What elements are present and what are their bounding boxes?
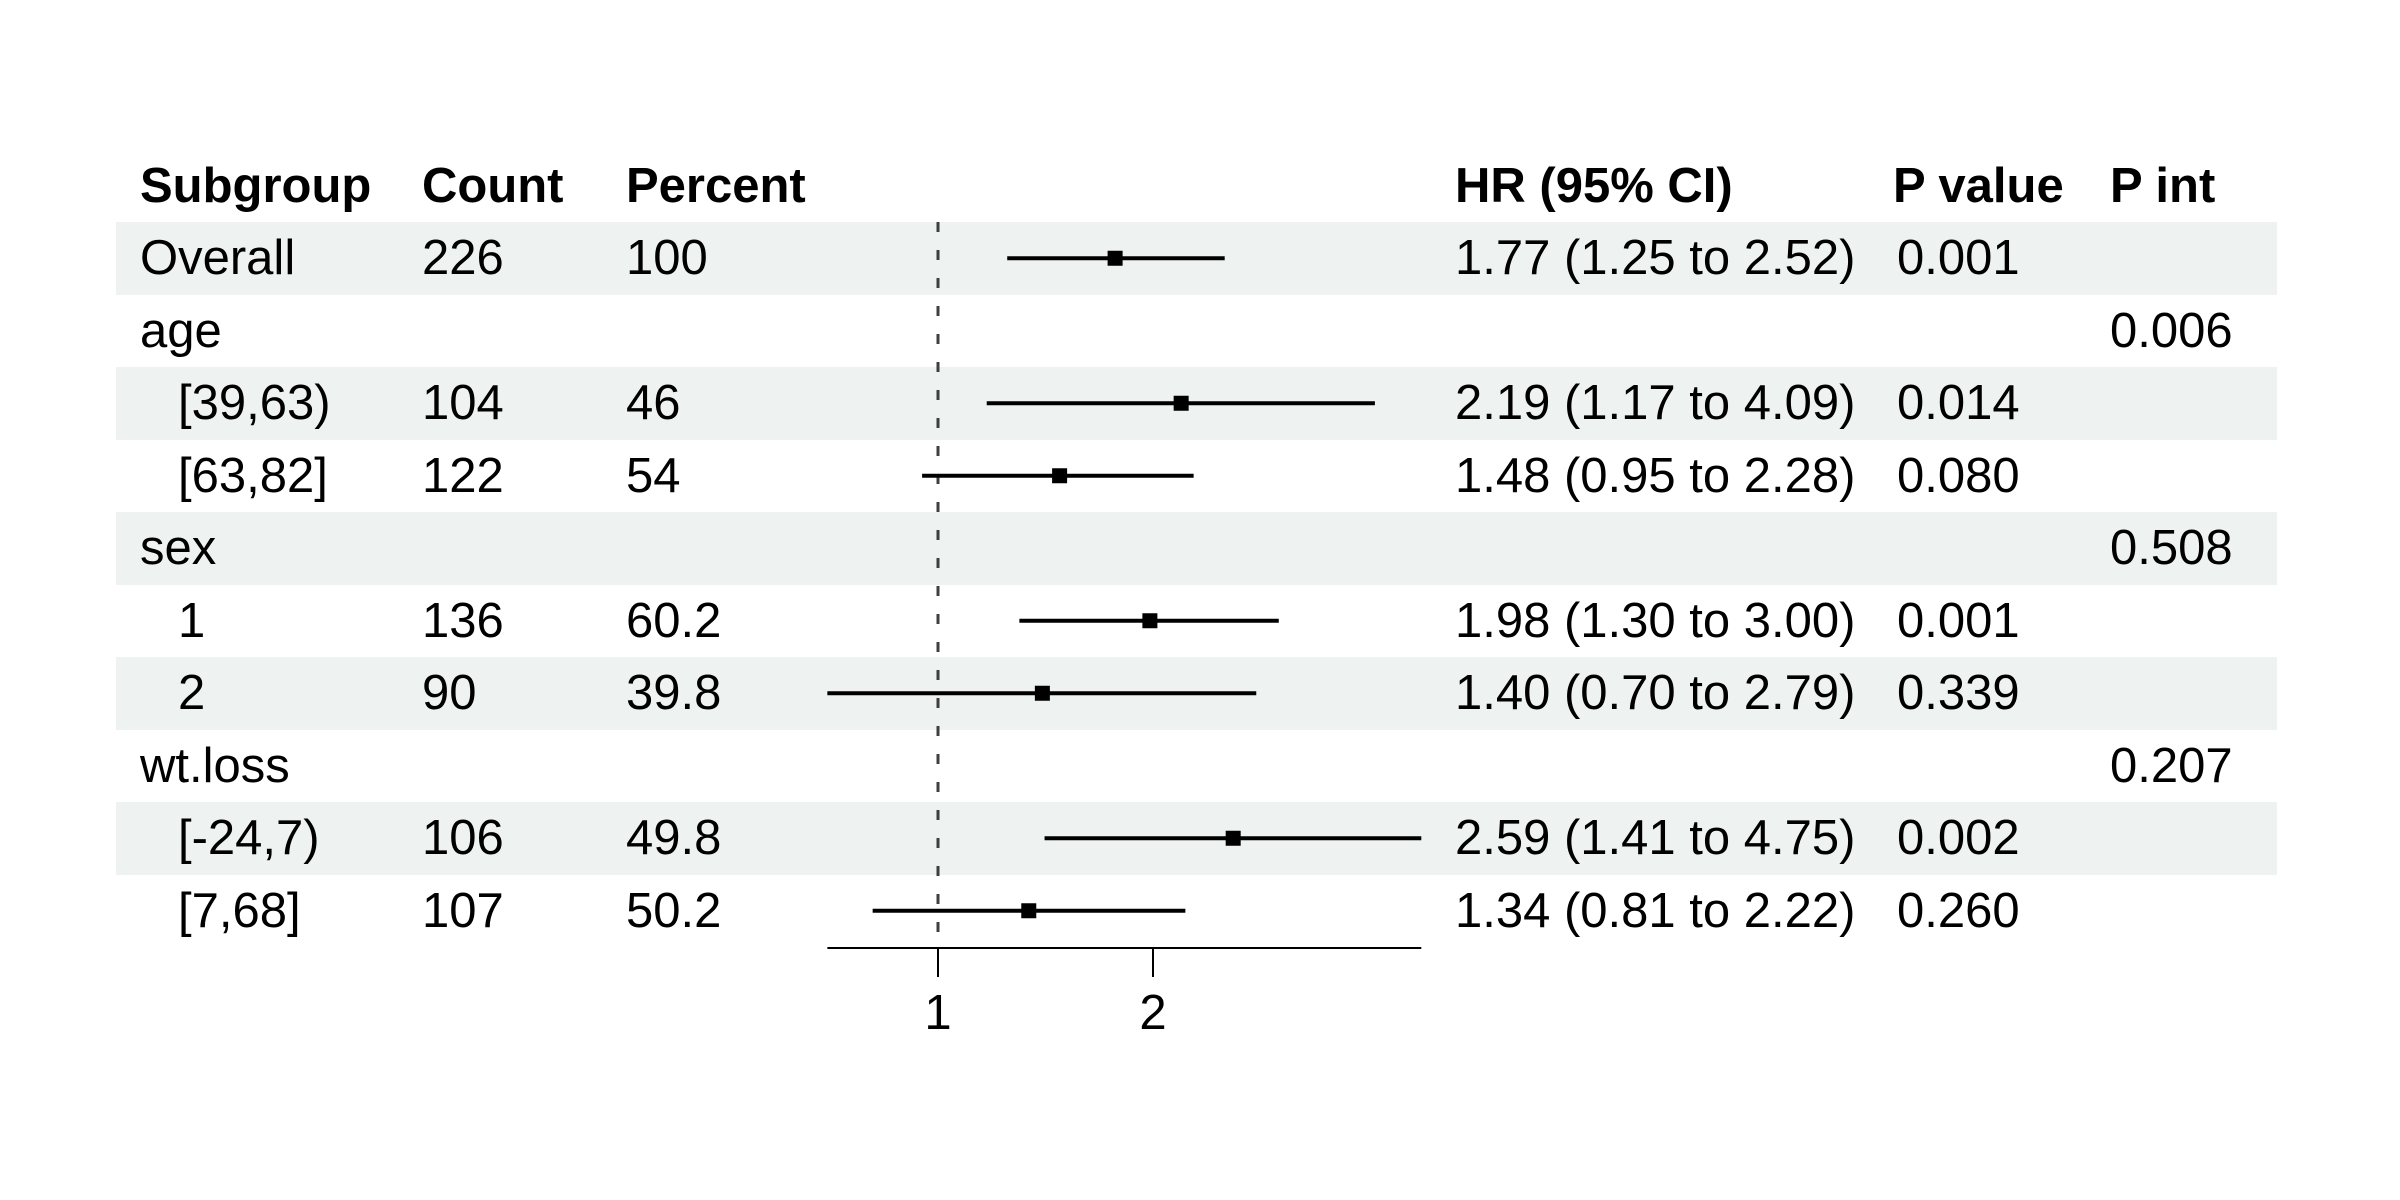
row-hr-ci-text: 1.77 (1.25 to 2.52) <box>1455 231 1856 286</box>
point-estimate-marker <box>1052 468 1068 484</box>
row-count-value: 90 <box>422 666 477 721</box>
row-count-value: 226 <box>422 231 504 286</box>
row-subgroup-label: Overall <box>140 231 296 286</box>
row-p-value: 0.014 <box>1897 376 2020 431</box>
row-subgroup-label: [63,82] <box>178 448 328 503</box>
column-header-subgroup: Subgroup <box>140 159 372 213</box>
column-header-p-int: P int <box>2110 159 2216 213</box>
table-row: [63,82] 122 54 1.48 (0.95 to 2.28) 0.080 <box>0 440 2400 513</box>
row-percent-value: 49.8 <box>626 811 722 866</box>
row-p-int-value: 0.508 <box>2110 521 2233 576</box>
row-p-value: 0.080 <box>1897 448 2020 503</box>
row-percent-value: 54 <box>626 448 681 503</box>
column-header-hr-ci: HR (95% CI) <box>1455 159 1733 213</box>
row-subgroup-label: 2 <box>178 666 206 721</box>
row-hr-ci-text: 2.59 (1.41 to 4.75) <box>1455 811 1856 866</box>
row-p-value: 0.002 <box>1897 811 2020 866</box>
row-count-value: 122 <box>422 448 504 503</box>
row-subgroup-label: sex <box>140 521 217 576</box>
table-row: wt.loss 0.207 <box>0 730 2400 803</box>
table-row: age 0.006 <box>0 295 2400 368</box>
row-hr-ci-text: 2.19 (1.17 to 4.09) <box>1455 376 1856 431</box>
row-p-value: 0.260 <box>1897 883 2020 938</box>
point-estimate-marker <box>1107 250 1123 266</box>
row-p-value: 0.001 <box>1897 231 2020 286</box>
column-header-percent: Percent <box>626 159 806 213</box>
row-p-int-value: 0.006 <box>2110 303 2233 358</box>
row-count-value: 136 <box>422 593 504 648</box>
row-subgroup-label: [7,68] <box>178 883 301 938</box>
point-estimate-marker <box>1173 395 1189 411</box>
axis-tick-label: 1 <box>924 986 952 1040</box>
point-estimate-marker <box>1225 830 1241 846</box>
row-hr-ci-text: 1.98 (1.30 to 3.00) <box>1455 593 1856 648</box>
row-p-int-value: 0.207 <box>2110 738 2233 793</box>
row-hr-ci-text: 1.34 (0.81 to 2.22) <box>1455 883 1856 938</box>
row-percent-value: 100 <box>626 231 708 286</box>
row-p-value: 0.339 <box>1897 666 2020 721</box>
row-hr-ci-text: 1.48 (0.95 to 2.28) <box>1455 448 1856 503</box>
table-header-row: Subgroup Count Percent HR (95% CI) P val… <box>0 150 2400 222</box>
row-subgroup-label: [-24,7) <box>178 811 320 866</box>
row-p-value: 0.001 <box>1897 593 2020 648</box>
table-row: sex 0.508 <box>0 512 2400 585</box>
axis-tick-label: 2 <box>1139 986 1167 1040</box>
row-count-value: 107 <box>422 883 504 938</box>
row-subgroup-label: [39,63) <box>178 376 331 431</box>
table-row: 1 136 60.2 1.98 (1.30 to 3.00) 0.001 <box>0 585 2400 658</box>
point-estimate-marker <box>1142 613 1158 629</box>
table-row: [7,68] 107 50.2 1.34 (0.81 to 2.22) 0.260 <box>0 875 2400 948</box>
point-estimate-marker <box>1034 685 1050 701</box>
row-percent-value: 46 <box>626 376 681 431</box>
row-subgroup-label: wt.loss <box>140 738 290 793</box>
table-row: [-24,7) 106 49.8 2.59 (1.41 to 4.75) 0.002 <box>0 802 2400 875</box>
row-stripe <box>116 512 2277 585</box>
column-header-count: Count <box>422 159 564 213</box>
point-estimate-marker <box>1021 903 1037 919</box>
row-percent-value: 60.2 <box>626 593 722 648</box>
row-count-value: 106 <box>422 811 504 866</box>
row-percent-value: 50.2 <box>626 883 722 938</box>
row-hr-ci-text: 1.40 (0.70 to 2.79) <box>1455 666 1856 721</box>
row-subgroup-label: 1 <box>178 593 206 648</box>
row-subgroup-label: age <box>140 303 222 358</box>
row-percent-value: 39.8 <box>626 666 722 721</box>
column-header-p-value: P value <box>1893 159 2064 213</box>
row-count-value: 104 <box>422 376 504 431</box>
